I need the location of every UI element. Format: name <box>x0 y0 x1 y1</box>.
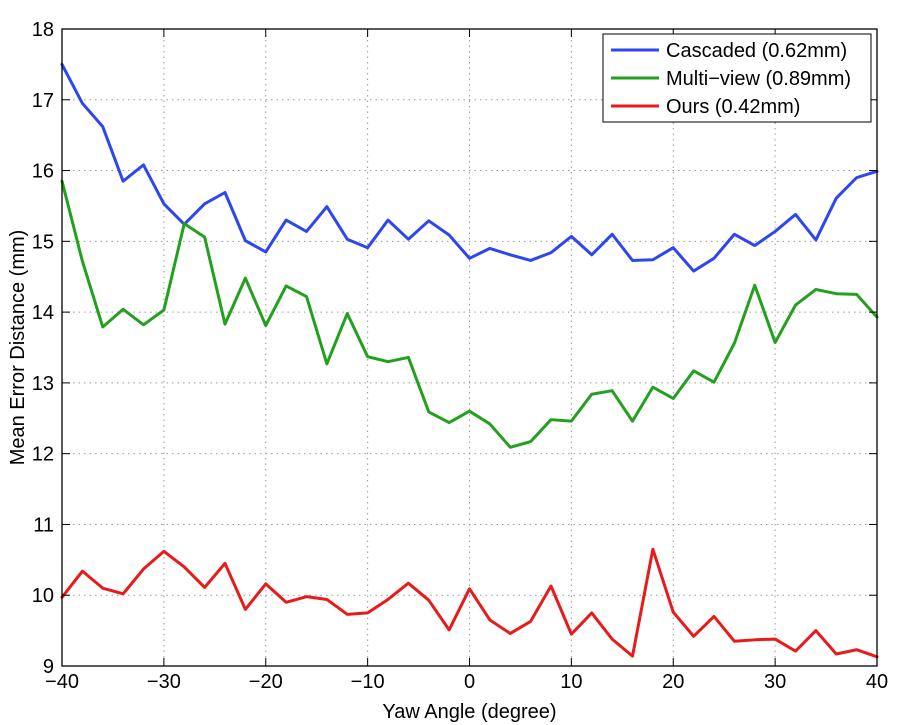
x-tick-label: 20 <box>662 671 684 693</box>
y-tick-label: 16 <box>32 161 54 183</box>
y-tick-label: 11 <box>33 514 54 536</box>
y-tick-label: 15 <box>32 231 54 253</box>
x-tick-label: −30 <box>147 671 181 693</box>
x-tick-label: −20 <box>249 671 283 693</box>
y-tick-label: 17 <box>32 90 54 112</box>
series-line-multi-view <box>60 179 879 449</box>
y-tick-label: 13 <box>32 373 54 395</box>
y-axis-label: Mean Error Distance (mm) <box>7 230 29 466</box>
y-tick-label: 10 <box>32 585 54 607</box>
x-tick-label: 40 <box>866 671 888 693</box>
x-axis-label: Yaw Angle (degree) <box>382 701 556 723</box>
legend: Cascaded (0.62mm) Multi−view (0.89mm) Ours… <box>602 33 872 123</box>
x-tick-label: 10 <box>560 671 582 693</box>
y-tick-label: 14 <box>32 302 54 324</box>
y-tick-label: 12 <box>32 444 54 466</box>
axis-ticks: −40 −30 −20 −10 0 10 20 30 40 9 10 11 12 13 14 15 16 17 18 <box>32 19 888 693</box>
series-line-cascaded <box>60 62 879 273</box>
y-tick-label: 9 <box>43 656 54 678</box>
x-tick-label: 0 <box>464 671 475 693</box>
y-tick-label: 18 <box>32 19 54 41</box>
series-line-ours <box>60 547 879 659</box>
x-tick-label: −10 <box>351 671 385 693</box>
data-series <box>60 62 879 659</box>
grid-lines <box>62 29 877 666</box>
legend-label-multi-view: Multi−view (0.89mm) <box>666 68 851 90</box>
legend-label-cascaded: Cascaded (0.62mm) <box>666 40 847 62</box>
legend-label-ours: Ours (0.42mm) <box>666 96 800 118</box>
x-tick-label: 30 <box>764 671 786 693</box>
x-tick-label: −40 <box>45 671 79 693</box>
